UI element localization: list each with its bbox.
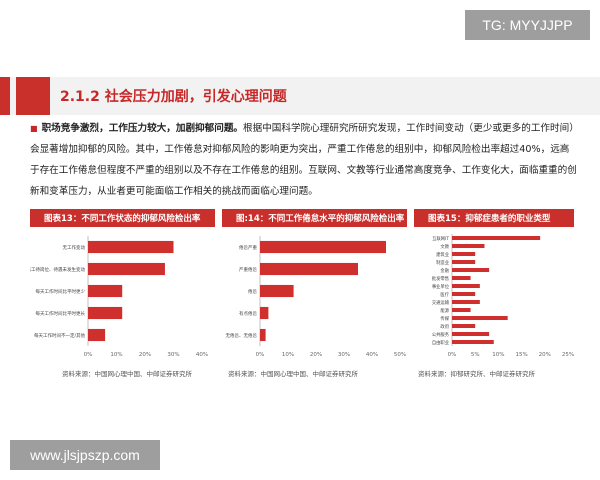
watermark-top: TG: MYYJJPP [465, 10, 590, 40]
chart15-title: 图表15：抑郁症患者的职业类型 [414, 209, 574, 227]
chart15-tick-label: 0% [448, 352, 457, 358]
chart15-tick-label: 15% [515, 352, 527, 358]
chart15-category-label: 传媒 [440, 315, 449, 322]
chart15-bar [452, 308, 471, 312]
chart13-tick-label: 10% [110, 352, 122, 358]
chart15-bar [452, 324, 476, 328]
chart15-category-label: 互联网IT [432, 235, 449, 242]
chart14-category-label: 无倦怠、无倦怠 [226, 332, 258, 339]
chart15-bar [452, 284, 480, 288]
chart15-category-label: 公共服务 [432, 331, 450, 338]
body-paragraph: ■ 职场竞争激烈，工作压力较大，加剧抑郁问题。根据中国科学院心理研究所研究发现，工… [30, 118, 578, 202]
chart15-category-label: 制造业 [436, 259, 450, 266]
chart15-tick-label: 10% [492, 352, 504, 358]
paragraph-lead: 职场竞争激烈，工作压力较大，加剧抑郁问题。 [41, 123, 244, 134]
chart13-bar [88, 240, 174, 254]
chart14-tick-label: 10% [282, 352, 294, 358]
chart14-category-label: 严重倦怠 [239, 266, 257, 273]
chart15-plot: 互联网IT文教建筑业制造业金融批发零售事业单位医疗交通运输能源传媒政府公共服务自… [432, 234, 574, 358]
chart14-bar [260, 306, 269, 320]
chart13-category-label: 每天工作时间不一定/其他 [34, 332, 86, 339]
chart13-plot: 无工作变动员工待岗位、待遇未发生变动每天工作时间比平时更少每天工作时间比平时更长… [30, 236, 208, 358]
chart13-tick-label: 40% [196, 352, 208, 358]
chart15-category-label: 能源 [440, 307, 449, 314]
chart15-bar [452, 340, 494, 344]
chart14-category-label: 有点倦怠 [239, 310, 257, 317]
section-title: 2.1.2 社会压力加剧，引发心理问题 [60, 89, 287, 105]
chart14-tick-label: 40% [366, 352, 378, 358]
bullet-icon: ■ [30, 124, 38, 133]
chart15-bar [452, 260, 476, 264]
chart13-category-label: 员工待岗位、待遇未发生变动 [30, 266, 85, 273]
chart13-source: 资料来源：中国网心理中国、中邮证券研究所 [62, 370, 192, 378]
chart13-title: 图表13：不同工作状态的抑郁风险检出率 [30, 209, 215, 227]
chart15-category-label: 医疗 [440, 291, 449, 298]
chart14-bar [260, 262, 358, 276]
chart15-bar [452, 316, 508, 320]
chart13-category-label: 每天工作时间比平时更少 [36, 288, 86, 295]
chart15-category-label: 交通运输 [432, 299, 450, 306]
chart13-bar [88, 328, 106, 342]
chart15-bar [452, 244, 485, 248]
header-accent-bar [0, 77, 10, 115]
chart13-bar [88, 262, 165, 276]
chart13-category-label: 每天工作时间比平时更长 [36, 310, 86, 317]
chart15-bar [452, 292, 476, 296]
chart14-tick-label: 20% [310, 352, 322, 358]
chart13-tick-label: 20% [139, 352, 151, 358]
chart14-tick-label: 0% [256, 352, 265, 358]
chart13-tick-label: 0% [84, 352, 93, 358]
header-accent-block [16, 77, 50, 115]
chart15-category-label: 事业单位 [432, 283, 450, 290]
chart15-category-label: 自由职业 [432, 339, 450, 346]
chart15-bar [452, 300, 480, 304]
chart14-category-label: 倦怠 [248, 288, 257, 295]
watermark-bottom: www.jlsjpszp.com [10, 440, 160, 470]
chart13-tick-label: 30% [167, 352, 179, 358]
chart15-tick-label: 25% [562, 352, 574, 358]
chart14-bar [260, 328, 266, 342]
chart15-source: 资料来源：抑郁研究所、中邮证券研究所 [418, 370, 535, 378]
chart15-bar [452, 252, 476, 256]
chart15-category-label: 文教 [440, 243, 449, 250]
chart13-category-label: 无工作变动 [63, 244, 86, 251]
chart13-bar [88, 284, 123, 298]
chart14-source: 资料来源：中国网心理中国、中邮证券研究所 [228, 370, 358, 378]
chart15-category-label: 金融 [440, 267, 449, 274]
chart15-tick-label: 20% [539, 352, 551, 358]
chart14-bar [260, 284, 294, 298]
chart14-title: 图:14：不同工作倦怠水平的抑郁风险检出率 [222, 209, 407, 227]
chart14-bar [260, 240, 386, 254]
chart15-category-label: 批发零售 [432, 275, 449, 282]
chart15-bar [452, 332, 490, 336]
chart15-bar [452, 268, 490, 272]
chart14-tick-label: 30% [338, 352, 350, 358]
section-header-band [0, 77, 600, 115]
chart14-tick-label: 50% [394, 352, 406, 358]
paragraph-body: 根据中国科学院心理研究所研究发现，工作时间变动（更少或更多的工作时间）会显著增加… [30, 123, 577, 197]
chart15-category-label: 政府 [440, 323, 449, 330]
chart14-category-label: 倦怠严重 [239, 244, 257, 251]
chart15-category-label: 建筑业 [436, 251, 450, 258]
chart15-tick-label: 5% [471, 352, 480, 358]
chart15-bar [452, 276, 471, 280]
chart15-bar [452, 236, 541, 240]
chart13-bar [88, 306, 123, 320]
